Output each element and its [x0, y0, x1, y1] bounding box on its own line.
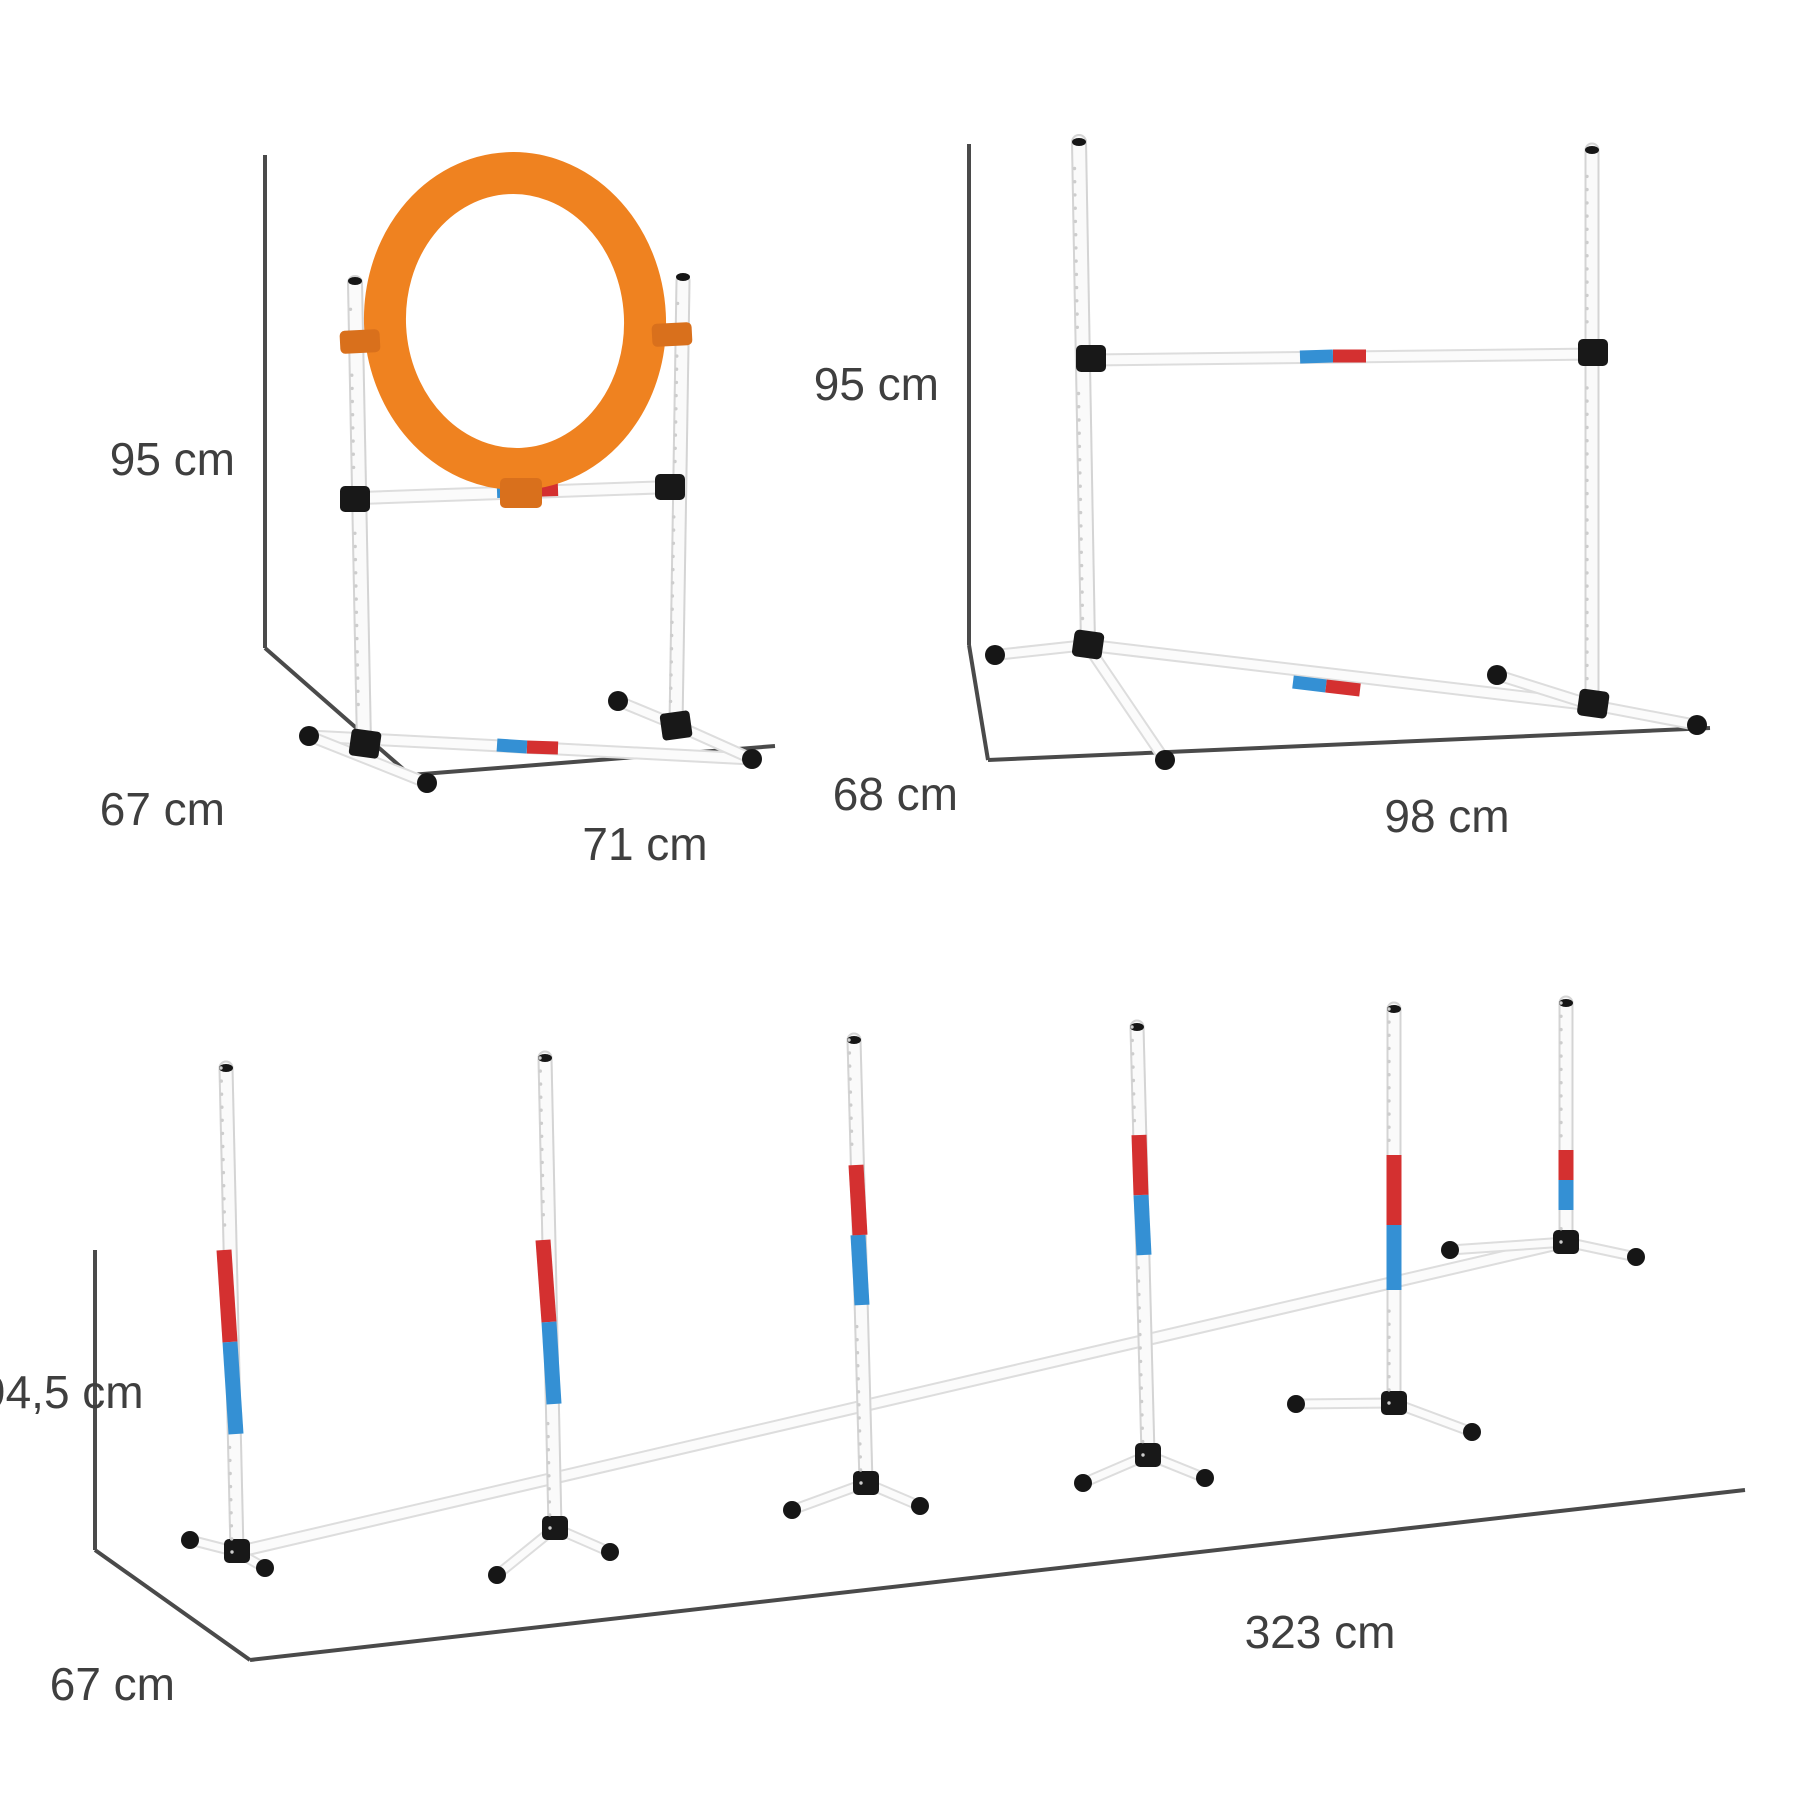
svg-text:71 cm: 71 cm — [582, 818, 707, 870]
svg-text:67 cm: 67 cm — [50, 1658, 175, 1710]
svg-text:94,5 cm: 94,5 cm — [0, 1366, 144, 1418]
svg-text:95 cm: 95 cm — [814, 358, 939, 410]
svg-text:98 cm: 98 cm — [1384, 790, 1509, 842]
svg-text:95 cm: 95 cm — [110, 433, 235, 485]
svg-text:68 cm: 68 cm — [833, 768, 958, 820]
svg-text:323 cm: 323 cm — [1245, 1606, 1396, 1658]
svg-text:67 cm: 67 cm — [100, 783, 225, 835]
